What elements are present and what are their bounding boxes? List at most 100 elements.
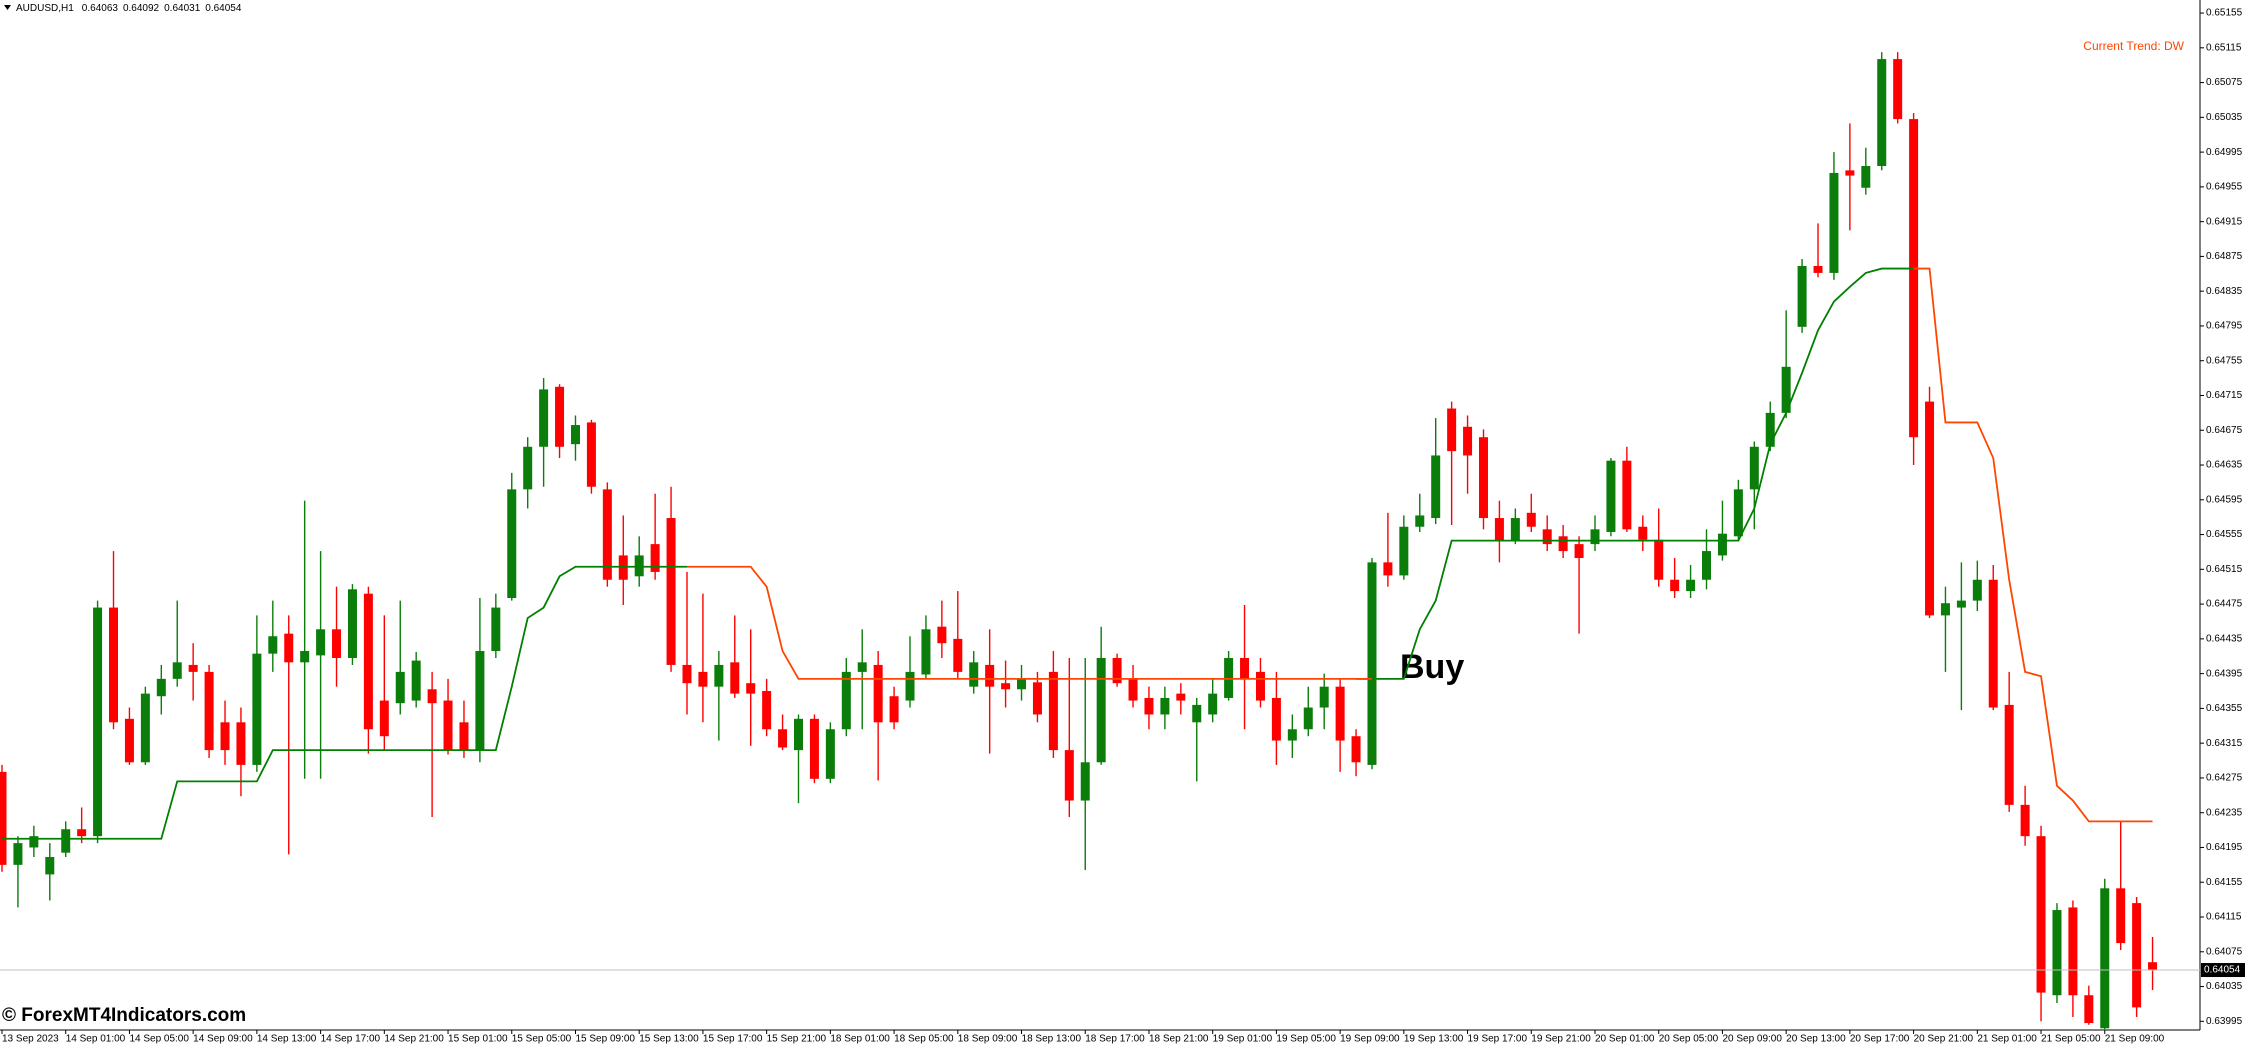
current-price-box xyxy=(2201,963,2245,978)
current-price-label: 0.64054 xyxy=(2204,965,2241,976)
candle-body xyxy=(873,664,883,723)
y-tick-label: 0.64555 xyxy=(2206,529,2243,540)
candle-body xyxy=(1399,526,1409,576)
candle-body xyxy=(714,664,724,687)
candle-body xyxy=(1287,729,1297,741)
candle-body xyxy=(220,722,230,751)
x-tick-label: 18 Sep 09:00 xyxy=(958,1034,1018,1045)
candle-body xyxy=(172,662,182,679)
candle-body xyxy=(1797,265,1807,327)
candle-body xyxy=(1510,518,1520,541)
candle-body xyxy=(1367,562,1377,765)
candle-body xyxy=(937,626,947,644)
y-tick-label: 0.64075 xyxy=(2206,946,2243,957)
symbol-menu-arrow[interactable] xyxy=(4,5,11,10)
candle-body xyxy=(1829,172,1839,273)
candle-body xyxy=(1240,657,1250,679)
candle-body xyxy=(1001,683,1011,690)
candle-body xyxy=(411,660,421,701)
candle-body xyxy=(0,771,7,865)
candle-body xyxy=(809,718,819,779)
y-tick-label: 0.64595 xyxy=(2206,494,2243,505)
candle-body xyxy=(363,593,373,730)
candle-body xyxy=(523,446,533,490)
candle-body xyxy=(2116,888,2126,944)
candle-body xyxy=(1176,693,1186,701)
y-tick-label: 0.64955 xyxy=(2206,182,2243,193)
candle-body xyxy=(1717,533,1727,556)
candle-body xyxy=(2132,903,2142,1008)
candle-body xyxy=(443,700,453,751)
candle-body xyxy=(1080,762,1090,801)
candle-body xyxy=(778,729,788,748)
candle-body xyxy=(1478,437,1488,519)
candle-body xyxy=(1702,551,1712,580)
candle-body xyxy=(1956,600,1966,608)
candle-body xyxy=(156,678,166,697)
candle-body xyxy=(889,696,899,723)
candle-body xyxy=(13,843,23,865)
candle-body xyxy=(507,489,517,599)
x-tick-label: 15 Sep 05:00 xyxy=(512,1034,572,1045)
trend-line xyxy=(2,267,1914,840)
y-tick-label: 0.64795 xyxy=(2206,321,2243,332)
candle-body xyxy=(1749,446,1759,490)
candle-body xyxy=(1255,671,1265,701)
trend-annotation: Current Trend: DW xyxy=(2083,39,2184,53)
candle-body xyxy=(124,718,134,763)
candle-body xyxy=(1192,704,1202,723)
buy-annotation: Buy xyxy=(1400,648,1464,686)
y-tick-label: 0.64235 xyxy=(2206,807,2243,818)
candle-body xyxy=(586,422,596,487)
y-tick-label: 0.64715 xyxy=(2206,390,2243,401)
x-tick-label: 19 Sep 05:00 xyxy=(1276,1034,1336,1045)
header-low: 0.64031 xyxy=(164,3,201,14)
x-tick-label: 20 Sep 17:00 xyxy=(1850,1034,1910,1045)
y-tick-label: 0.65115 xyxy=(2206,42,2242,53)
candle-body xyxy=(332,629,342,658)
header-high: 0.64092 xyxy=(123,3,160,14)
y-tick-label: 0.64395 xyxy=(2206,668,2243,679)
candle-body xyxy=(1144,697,1154,715)
candle-body xyxy=(1893,59,1903,120)
candle-body xyxy=(1940,603,1950,616)
y-tick-label: 0.64835 xyxy=(2206,286,2243,297)
candle-body xyxy=(698,671,708,687)
x-tick-label: 14 Sep 17:00 xyxy=(321,1034,381,1045)
y-tick-label: 0.64915 xyxy=(2206,216,2243,227)
candle-body xyxy=(236,722,246,765)
candle-body xyxy=(1032,682,1042,715)
candle-body xyxy=(2004,704,2014,805)
candle-body xyxy=(762,691,772,730)
candle-body xyxy=(921,629,931,675)
candle-body xyxy=(1781,366,1791,413)
x-tick-label: 19 Sep 01:00 xyxy=(1213,1034,1273,1045)
x-tick-label: 15 Sep 21:00 xyxy=(767,1034,827,1045)
candle-body xyxy=(300,651,310,663)
candle-body xyxy=(1112,657,1122,684)
candle-body xyxy=(2052,910,2062,996)
x-tick-label: 15 Sep 17:00 xyxy=(703,1034,763,1045)
trend-line xyxy=(686,267,2153,823)
candle-body xyxy=(1303,707,1313,730)
candle-body xyxy=(857,662,867,672)
x-tick-label: 20 Sep 21:00 xyxy=(1914,1034,1974,1045)
x-tick-label: 18 Sep 13:00 xyxy=(1022,1034,1082,1045)
y-tick-label: 0.64875 xyxy=(2206,251,2243,262)
candle-body xyxy=(1208,693,1218,715)
candle-body xyxy=(2036,836,2046,993)
watermark: © ForexMT4Indicators.com xyxy=(2,1005,246,1026)
y-tick-label: 0.64315 xyxy=(2206,738,2243,749)
candle-body xyxy=(1447,408,1457,452)
y-tick-label: 0.64035 xyxy=(2206,981,2243,992)
y-tick-label: 0.64475 xyxy=(2206,599,2243,610)
x-tick-label: 18 Sep 05:00 xyxy=(894,1034,954,1045)
x-tick-label: 21 Sep 09:00 xyxy=(2105,1034,2165,1045)
chart-header: AUDUSD,H1 0.64063 0.64092 0.64031 0.64054 xyxy=(16,3,242,14)
candle-body xyxy=(905,671,915,701)
candle-body xyxy=(1017,678,1027,690)
candle-body xyxy=(1622,460,1632,530)
header-close: 0.64054 xyxy=(205,3,242,14)
